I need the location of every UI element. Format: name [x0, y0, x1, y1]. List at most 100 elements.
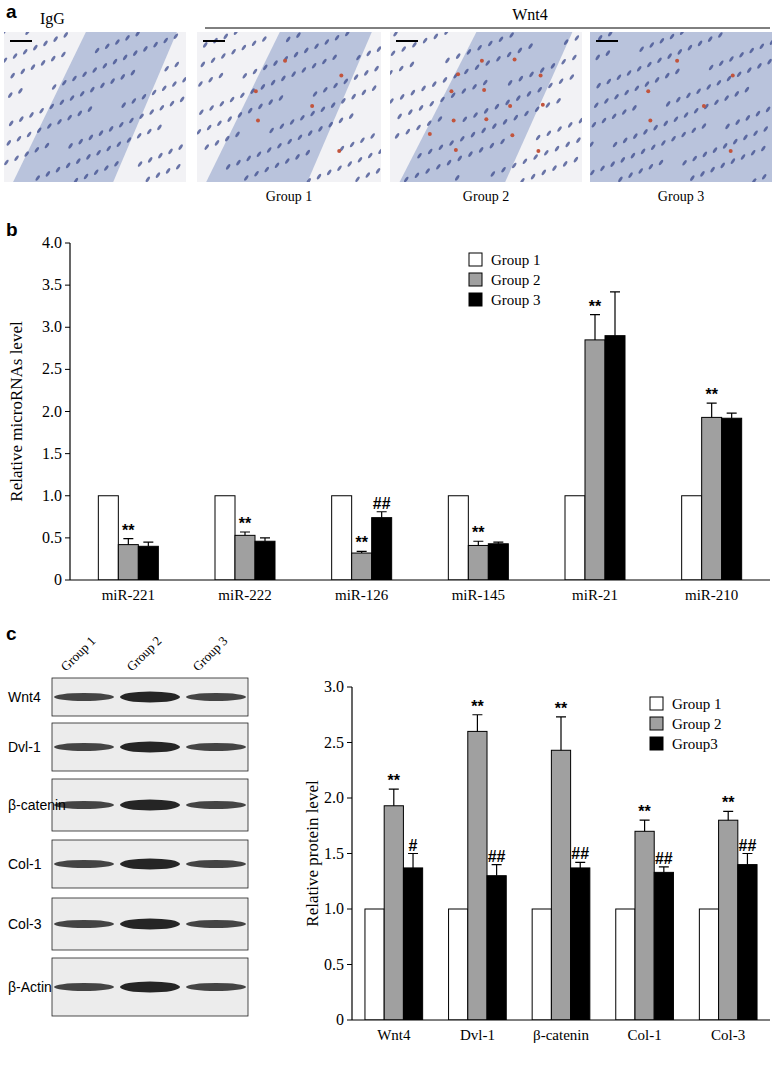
- nucleus: [326, 169, 332, 176]
- stain: [508, 104, 512, 108]
- nucleus: [157, 152, 163, 159]
- bar: [616, 909, 635, 1020]
- nucleus: [367, 152, 373, 159]
- nucleus: [65, 162, 71, 169]
- nucleus: [401, 46, 407, 53]
- error-bar: [742, 854, 752, 865]
- nucleus: [713, 99, 719, 106]
- nucleus: [142, 45, 148, 52]
- nucleus: [268, 99, 274, 106]
- nucleus: [409, 61, 415, 68]
- blot-lane-label: Group 1: [58, 633, 99, 674]
- nucleus: [146, 128, 152, 135]
- nucleus: [639, 46, 645, 53]
- significance-label: **: [705, 386, 718, 403]
- nucleus: [218, 72, 224, 79]
- nucleus: [716, 79, 722, 86]
- nucleus: [278, 95, 284, 102]
- nucleus: [601, 117, 607, 124]
- nucleus: [17, 87, 23, 94]
- nucleus: [575, 137, 581, 144]
- nucleus: [636, 65, 642, 72]
- nucleus: [429, 100, 435, 107]
- nucleus: [718, 60, 724, 67]
- nucleus: [707, 36, 713, 43]
- nucleus: [749, 47, 755, 54]
- nucleus: [200, 61, 206, 68]
- nucleus: [229, 96, 235, 103]
- nucleus: [297, 134, 303, 141]
- nucleus: [669, 33, 675, 40]
- nucleus: [94, 47, 100, 54]
- error-bar: [260, 538, 270, 541]
- nucleus: [390, 50, 396, 57]
- scale-bar: [10, 40, 32, 42]
- tick-mark: [347, 742, 352, 743]
- significance-label: **: [388, 772, 401, 789]
- category-label: miR-221: [102, 587, 155, 603]
- nucleus: [179, 96, 185, 103]
- category-label: Wnt4: [377, 1027, 411, 1043]
- nucleus: [59, 99, 65, 106]
- nucleus: [685, 92, 691, 99]
- nucleus: [534, 106, 540, 113]
- nucleus: [355, 176, 361, 182]
- nucleus: [316, 173, 322, 180]
- nucleus: [209, 105, 215, 112]
- stain: [449, 89, 453, 93]
- significance-label: **: [555, 700, 568, 717]
- nucleus: [112, 58, 118, 65]
- nucleus: [511, 162, 517, 169]
- nucleus: [93, 169, 99, 176]
- stain: [648, 119, 652, 123]
- nucleus: [40, 59, 46, 66]
- error-bar: [556, 717, 566, 750]
- nucleus: [371, 85, 377, 92]
- nucleus: [677, 48, 683, 55]
- nucleus: [427, 148, 433, 155]
- tissue: [13, 32, 177, 182]
- nucleus: [149, 109, 155, 116]
- nucleus: [658, 159, 664, 166]
- significance-label: **: [471, 698, 484, 715]
- bar: [448, 496, 468, 580]
- nucleus: [500, 138, 506, 145]
- nucleus: [306, 177, 312, 182]
- nucleus: [740, 154, 746, 161]
- nucleus: [83, 173, 89, 180]
- histology-image: [4, 32, 186, 182]
- nucleus: [611, 113, 617, 120]
- nucleus: [291, 71, 297, 78]
- blot-band: [186, 860, 246, 868]
- bar: [488, 544, 508, 580]
- bar: [332, 496, 352, 580]
- axis-label: Relative protein level: [303, 780, 322, 927]
- nucleus: [725, 123, 731, 130]
- blot-band: [186, 743, 246, 751]
- nucleus: [333, 82, 339, 89]
- nucleus: [120, 73, 126, 80]
- tick-mark: [65, 453, 70, 454]
- nucleus: [231, 48, 237, 55]
- nucleus: [174, 61, 180, 68]
- nucleus: [663, 120, 669, 127]
- nucleus: [233, 32, 239, 36]
- nucleus: [280, 75, 286, 82]
- blot-row-label: Col-3: [8, 916, 42, 932]
- nucleus: [416, 124, 422, 131]
- stain: [256, 119, 260, 123]
- nucleus: [77, 110, 83, 117]
- blot-strip: [52, 678, 248, 716]
- nucleus: [507, 79, 513, 86]
- nucleus: [557, 126, 563, 133]
- nucleus: [552, 165, 558, 172]
- nucleus: [624, 89, 630, 96]
- nucleus: [261, 36, 267, 43]
- category-label: miR-222: [218, 587, 271, 603]
- nucleus: [6, 139, 12, 146]
- tick-label: 0.5: [324, 956, 344, 973]
- nucleus: [595, 54, 601, 61]
- nucleus: [596, 82, 602, 89]
- nucleus: [82, 71, 88, 78]
- nucleus: [437, 116, 443, 123]
